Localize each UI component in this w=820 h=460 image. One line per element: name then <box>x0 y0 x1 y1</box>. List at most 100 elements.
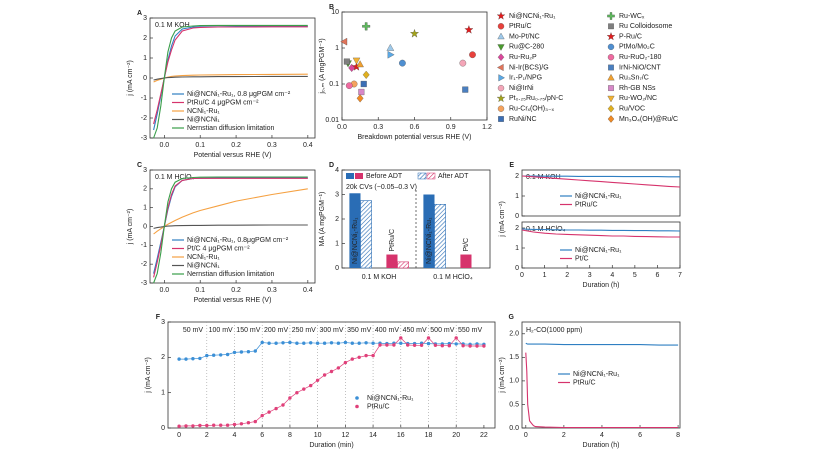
legend-label: Rh-GB NSs <box>619 85 656 92</box>
bar <box>349 193 361 268</box>
y-tick-label: -3 <box>141 135 147 142</box>
x-tick-label: 1.2 <box>482 124 492 131</box>
x-tick-label: 8 <box>676 432 680 439</box>
legend-label: Ni@NCNi₁-Ru₁ <box>509 13 556 20</box>
y-axis-label: j (mA cm⁻²) <box>499 357 506 394</box>
data-point <box>433 343 438 347</box>
annotation: 250 mV <box>292 327 316 334</box>
bar-label: Pt/C <box>463 238 470 252</box>
x-tick-label: 4 <box>600 432 604 439</box>
legend-label: Ru-WO₂/NC <box>619 95 657 102</box>
legend-label: Ir₁-P₁/NPG <box>509 75 542 82</box>
legend-label: IrNi-NiO/CNT <box>619 64 661 71</box>
y-tick-label: -1 <box>141 95 147 102</box>
x-tick-label: 0.2 <box>231 142 241 149</box>
data-point <box>219 423 223 427</box>
legend-label: Ni@NCNi₁-Ru₁, 0.8 μgPGM cm⁻² <box>187 91 291 98</box>
data-point <box>357 355 361 359</box>
x-tick-label: 0.0 <box>337 124 347 131</box>
data-line <box>153 176 308 284</box>
annotation: 500 mV <box>430 327 454 334</box>
data-point <box>295 341 299 345</box>
legend-label: PtRu/C 4 μgPGM cm⁻² <box>187 99 259 106</box>
data-point <box>357 341 361 345</box>
group-label: 0.1 M KOH <box>362 274 397 281</box>
data-point <box>205 353 209 358</box>
x-tick-label: 6 <box>260 432 264 439</box>
y-axis-label: j (mA cm⁻²) <box>127 209 134 246</box>
legend-swatch <box>346 173 354 179</box>
data-point <box>336 341 341 345</box>
legend-label: Ru-Crₓ(OH)₃₋ₓ <box>509 106 555 113</box>
y-tick-label: 1 <box>143 55 147 62</box>
legend-label: NCNi₁-Ru₁ <box>187 108 220 115</box>
x-tick-label: 20 <box>452 432 460 439</box>
data-point <box>378 343 382 347</box>
y-tick-label: 1 <box>515 245 519 252</box>
legend-label: NCNi₁-Ru₁ <box>187 254 220 261</box>
data-point <box>315 341 320 345</box>
data-point <box>191 424 195 428</box>
legend-marker <box>497 53 505 62</box>
x-tick-label: 12 <box>341 432 349 439</box>
data-point <box>454 342 458 346</box>
data-point <box>267 341 271 345</box>
y-tick-label: -1 <box>141 242 147 249</box>
x-tick-label: 0 <box>524 432 528 439</box>
legend-marker <box>608 64 614 71</box>
x-tick-label: 8 <box>288 432 292 439</box>
x-tick-label: 0.4 <box>303 142 313 149</box>
data-point <box>360 80 367 88</box>
y-axis-label: MA (A mgPGM⁻¹) <box>319 192 326 247</box>
x-tick-label: 0.4 <box>303 287 313 294</box>
legend-marker <box>496 11 506 20</box>
x-axis-label: Breakdown potential versus RHE (V) <box>358 134 472 141</box>
annotation: 550 mV <box>458 327 482 334</box>
legend-label: PtRu/C <box>573 379 596 386</box>
data-point <box>274 341 278 345</box>
y-tick-label: 2 <box>143 35 147 42</box>
x-tick-label: 6 <box>655 272 659 279</box>
legend-marker <box>497 105 505 112</box>
legend-marker <box>606 32 616 41</box>
data-point <box>336 366 341 370</box>
data-point <box>322 373 327 377</box>
legend-label: Ni@NCNi₁-Ru₁ <box>575 247 622 254</box>
data-point <box>184 424 188 428</box>
legend-marker <box>607 73 615 81</box>
data-point <box>239 422 244 426</box>
data-point <box>371 341 375 345</box>
data-point <box>343 340 348 345</box>
y-tick-label: -2 <box>141 261 147 268</box>
x-tick-label: 5 <box>633 272 637 279</box>
y-tick-label: 1 <box>335 240 339 247</box>
y-tick-label: 3 <box>335 191 339 198</box>
data-point <box>281 403 285 407</box>
bar <box>397 261 409 269</box>
annotation: 400 mV <box>375 327 399 334</box>
data-line <box>522 175 680 178</box>
y-tick-label: 2 <box>335 216 339 223</box>
data-point <box>205 423 209 428</box>
data-point <box>371 353 375 358</box>
legend-label: Ni@NCNi₁ <box>187 116 220 123</box>
legend-label: Ru-WCₓ <box>619 13 645 20</box>
y-tick-label: 0.0 <box>509 425 519 432</box>
legend-marker <box>608 23 614 30</box>
x-tick-label: 2 <box>562 432 566 439</box>
legend-marker <box>607 115 615 123</box>
data-point <box>191 357 195 361</box>
legend-label: Ni@NCNi₁ <box>187 262 220 269</box>
data-point <box>469 51 476 59</box>
legend-label: RuNi/NC <box>509 116 537 123</box>
x-tick-label: 0.3 <box>267 287 277 294</box>
y-tick-label: 2 <box>515 173 519 180</box>
data-point <box>212 353 216 357</box>
x-axis-label: Potential versus RHE (V) <box>194 152 272 159</box>
legend-swatch <box>426 172 436 180</box>
data-line <box>153 177 308 278</box>
data-point <box>350 357 354 361</box>
data-point <box>392 343 396 347</box>
x-tick-label: 0.6 <box>410 124 420 131</box>
